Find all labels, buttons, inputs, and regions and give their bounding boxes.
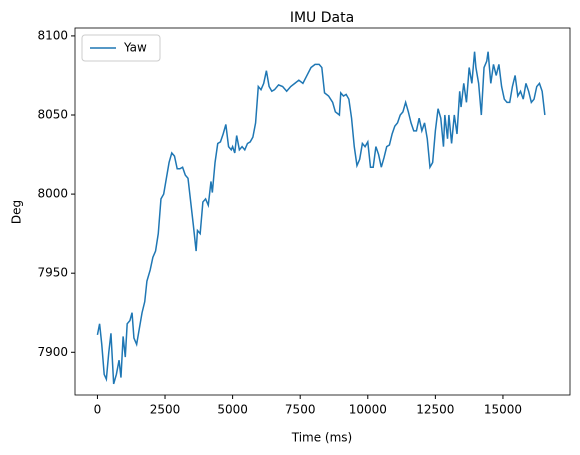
line-series xyxy=(96,51,546,385)
y-tick-label: 8050 xyxy=(37,108,68,122)
y-tick-label: 8100 xyxy=(37,28,68,42)
y-tick-label: 7900 xyxy=(37,345,68,359)
x-tick-label: 7500 xyxy=(285,403,316,417)
x-tick-label: 0 xyxy=(94,403,102,417)
legend-box xyxy=(81,34,161,62)
legend-label: Yaw xyxy=(123,41,147,55)
y-axis-label: Deg xyxy=(10,200,24,224)
x-tick-label: 12500 xyxy=(416,403,454,417)
x-tick-label: 5000 xyxy=(217,403,248,417)
axes-frame xyxy=(74,27,571,396)
x-tick-label: 2500 xyxy=(150,403,181,417)
y-tick-label: 8000 xyxy=(37,187,68,201)
x-tick-label: 15000 xyxy=(484,403,522,417)
y-tick-label: 7950 xyxy=(37,266,68,280)
x-tick-label: 10000 xyxy=(349,403,387,417)
x-axis-label: Time (ms) xyxy=(291,431,353,445)
chart-title: IMU Data xyxy=(290,10,354,26)
